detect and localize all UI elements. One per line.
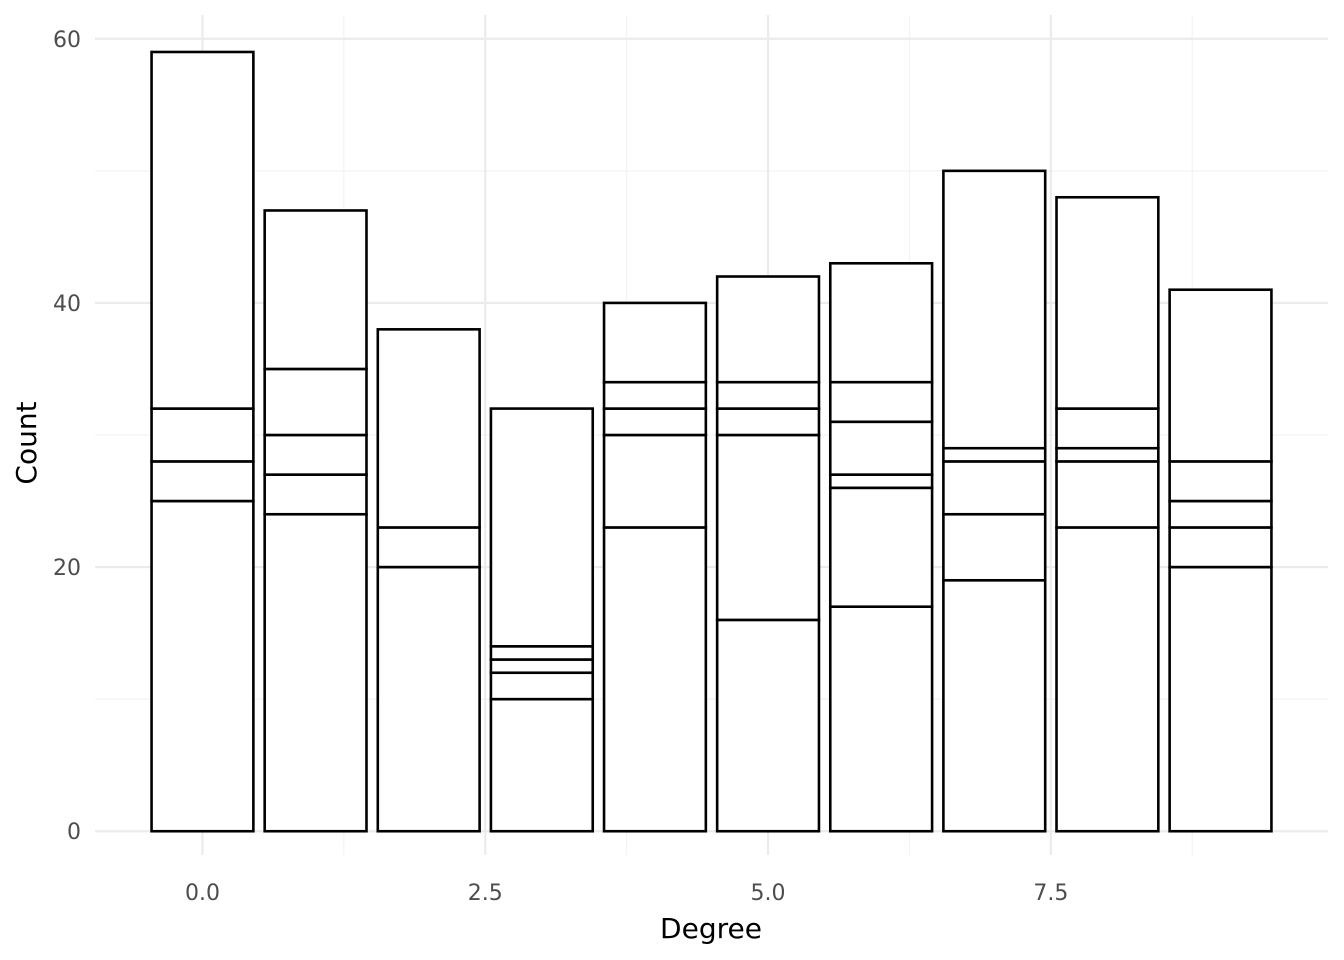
bar-segment [828, 262, 934, 384]
x-tick-label: 7.5 [1033, 881, 1068, 906]
bar-segment [263, 367, 368, 437]
bar-segment [828, 420, 934, 476]
bar-segment [942, 512, 1047, 582]
bar-segment [942, 169, 1047, 450]
bar-segment [489, 645, 595, 661]
bar-segment [602, 407, 708, 437]
y-axis-title: Count [10, 401, 43, 484]
bar-stack [828, 262, 934, 833]
bar-segment [828, 486, 934, 608]
y-tick-label: 60 [53, 28, 81, 53]
bar-segment [602, 380, 708, 410]
y-tick-label: 0 [67, 820, 81, 845]
bar-stack [1168, 288, 1273, 833]
bar-segment [150, 460, 255, 503]
bar-stack [150, 50, 255, 833]
bar-segment [1168, 460, 1273, 503]
bar-segment [1055, 526, 1160, 833]
bar-stack [942, 169, 1047, 833]
bar-segment [1168, 526, 1273, 569]
bar-segment [942, 460, 1047, 516]
bar-segment [602, 526, 708, 833]
bar-segment [828, 473, 934, 490]
bar-segment [150, 499, 255, 833]
bar-stack [263, 209, 368, 833]
bar-segment [489, 407, 595, 648]
x-axis-tick-labels: 0.0 2.5 5.0 7.5 [185, 881, 1068, 906]
bar-segment [715, 433, 821, 622]
bar-segment [828, 380, 934, 424]
x-tick-label: 5.0 [751, 881, 786, 906]
bar-stack [489, 407, 595, 833]
bar-segment [1055, 407, 1160, 450]
bar-segment [263, 433, 368, 476]
bar-segment [942, 578, 1047, 833]
bar-segment [376, 526, 481, 569]
bar-segment [602, 433, 708, 529]
bar-segment [489, 697, 595, 833]
bar-segment [1055, 195, 1160, 410]
bar-segment [1055, 446, 1160, 463]
bar-segment [715, 380, 821, 410]
bar-segment [1055, 460, 1160, 529]
bar-segment [150, 50, 255, 410]
y-tick-label: 20 [53, 556, 81, 581]
bar-segment [1168, 565, 1273, 833]
bar-segment [828, 605, 934, 833]
bar-segment [376, 565, 481, 833]
x-axis-title: Degree [660, 912, 762, 945]
bars [150, 50, 1273, 833]
bar-segment [715, 275, 821, 384]
y-tick-label: 40 [53, 292, 81, 317]
bar-segment [263, 209, 368, 371]
bar-segment [489, 658, 595, 675]
bar-segment [376, 328, 481, 529]
bar-segment [715, 618, 821, 833]
bar-segment [489, 671, 595, 701]
bar-stack [602, 301, 708, 833]
bar-segment [602, 301, 708, 384]
bar-stack [1055, 195, 1160, 833]
y-axis-tick-labels: 0 20 40 60 [53, 28, 81, 845]
bar-segment [1168, 288, 1273, 463]
bar-segment [263, 512, 368, 833]
x-tick-label: 2.5 [468, 881, 503, 906]
bar-segment [942, 446, 1047, 463]
bar-segment [150, 407, 255, 463]
bar-stack [715, 275, 821, 833]
bar-segment [1168, 499, 1273, 529]
bar-stack [376, 328, 481, 833]
bar-segment [263, 473, 368, 516]
bar-segment [715, 407, 821, 437]
x-tick-label: 0.0 [185, 881, 220, 906]
